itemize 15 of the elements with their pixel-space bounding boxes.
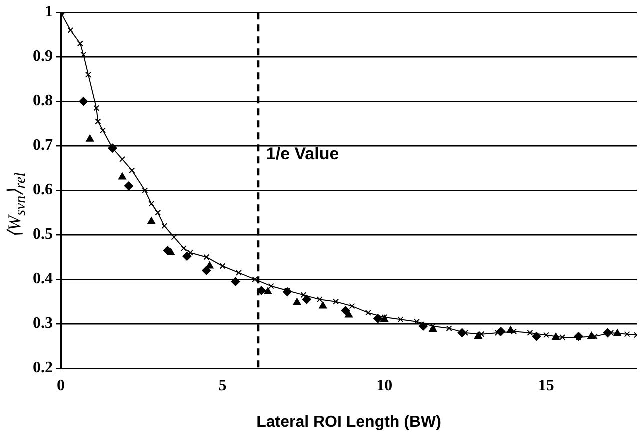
x-axis-title: Lateral ROI Length (BW) — [256, 414, 442, 431]
y-tick-label: 0.6 — [33, 182, 53, 199]
y-tick-label: 0.7 — [33, 137, 53, 154]
ref-line-label: 1/e Value — [266, 144, 340, 164]
x-tick-label: 5 — [218, 377, 227, 394]
x-tick-label: 15 — [538, 377, 554, 394]
y-tick-label: 0.2 — [33, 360, 53, 377]
y-tick-label: 1 — [45, 4, 53, 21]
y-tick-label: 0.3 — [33, 315, 53, 332]
y-tick-label: 0.4 — [33, 270, 53, 288]
y-tick-label: 0.8 — [33, 92, 53, 110]
x-tick-label: 10 — [376, 377, 393, 394]
y-tick-label: 0.5 — [33, 226, 53, 244]
x-tick-label: 0 — [57, 377, 65, 394]
y-tick-label: 0.9 — [33, 48, 53, 66]
